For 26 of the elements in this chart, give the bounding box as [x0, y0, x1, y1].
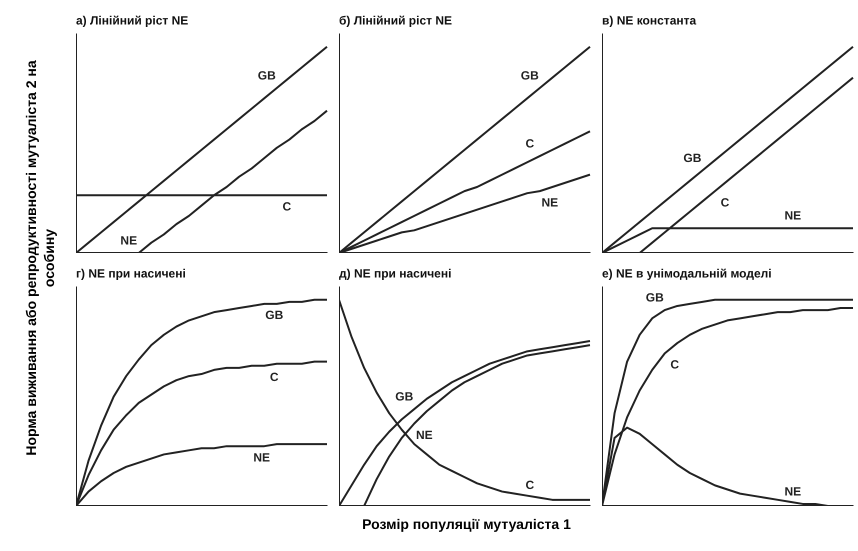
chart-title: а) Лінійний ріст NE: [76, 14, 188, 28]
series-label: GB: [520, 68, 540, 82]
chart-title: г) NE при насичені: [76, 266, 186, 281]
series-label: GB: [265, 308, 284, 322]
series-label: GB: [258, 68, 276, 82]
series-label: GB: [395, 389, 414, 404]
chart-title: б) Лінійний ріст NE: [339, 14, 452, 28]
series-label: C: [720, 195, 730, 210]
x-axis-title: Розмір популяції мутуаліста 1: [361, 516, 572, 532]
series-label: C: [270, 370, 279, 384]
chart-title: в) NE константа: [602, 14, 696, 28]
series-label: GB: [646, 290, 664, 304]
series-label: NE: [784, 484, 802, 498]
series-label: C: [670, 358, 680, 372]
series-label: NE: [120, 233, 138, 248]
series-label: NE: [784, 208, 802, 223]
chart-title: д) NE при насичені: [339, 266, 452, 281]
y-axis-title: Норма виживання або репродуктивності мутуаліста 2 на особину: [22, 59, 58, 458]
chart-title: е) NE в унімодальній моделі: [602, 266, 772, 281]
series-label: C: [282, 200, 292, 214]
series-label: NE: [541, 195, 558, 210]
series-label: GB: [683, 150, 702, 165]
series-label: C: [525, 136, 534, 150]
series-label: NE: [416, 428, 433, 442]
series-label: NE: [253, 450, 270, 465]
series-label: C: [525, 478, 534, 492]
